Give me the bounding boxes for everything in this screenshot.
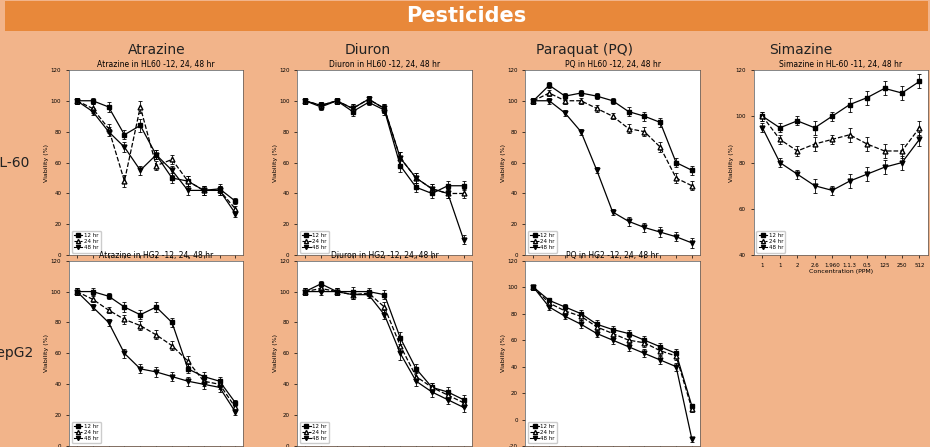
Y-axis label: Viability (%): Viability (%) [501,143,506,181]
Text: HL-60: HL-60 [0,156,30,169]
Text: Pesticides: Pesticides [406,6,526,26]
Y-axis label: Viability (%): Viability (%) [45,143,49,181]
Legend: 12 hr, 24 hr, 48 hr: 12 hr, 24 hr, 48 hr [72,422,100,443]
Text: Diuron: Diuron [344,43,391,58]
Legend: 12 hr, 24 hr, 48 hr: 12 hr, 24 hr, 48 hr [300,231,329,253]
Y-axis label: Viability (%): Viability (%) [45,334,49,372]
Legend: 12 hr, 24 hr, 48 hr: 12 hr, 24 hr, 48 hr [528,231,557,253]
Text: Atrazine: Atrazine [128,43,186,58]
X-axis label: Concentration (PPM): Concentration (PPM) [580,270,644,274]
Y-axis label: Viability (%): Viability (%) [272,143,278,181]
Y-axis label: Viability (%): Viability (%) [501,334,506,372]
Text: HepG2: HepG2 [0,346,33,360]
Title: Atrazine in HL60 -12, 24, 48 hr: Atrazine in HL60 -12, 24, 48 hr [98,60,215,69]
X-axis label: Concentration (PPM): Concentration (PPM) [352,270,417,274]
X-axis label: Concentration (PPM): Concentration (PPM) [124,270,188,274]
Title: Diuron in HG2 -12, 24, 48 hr: Diuron in HG2 -12, 24, 48 hr [330,251,438,260]
Title: PQ in HG2 -12, 24, 48 hr: PQ in HG2 -12, 24, 48 hr [566,251,659,260]
X-axis label: Concentration (PPM): Concentration (PPM) [809,270,873,274]
Text: Simazine: Simazine [769,43,832,58]
Legend: 12 hr, 24 hr, 48 hr: 12 hr, 24 hr, 48 hr [300,422,329,443]
Y-axis label: Viability (%): Viability (%) [729,143,734,181]
Title: Atrazine in HG2 -12, 24, 48 hr: Atrazine in HG2 -12, 24, 48 hr [99,251,213,260]
Title: PQ in HL60 -12, 24, 48 hr: PQ in HL60 -12, 24, 48 hr [565,60,660,69]
Text: Paraquat (PQ): Paraquat (PQ) [536,43,633,58]
Y-axis label: Viability (%): Viability (%) [272,334,278,372]
Title: Simazine in HL-60 -11, 24, 48 hr: Simazine in HL-60 -11, 24, 48 hr [779,60,902,69]
Legend: 12 hr, 24 hr, 48 hr: 12 hr, 24 hr, 48 hr [756,231,786,253]
Title: Diuron in HL60 -12, 24, 48 hr: Diuron in HL60 -12, 24, 48 hr [329,60,440,69]
Legend: 12 hr, 24 hr, 48 hr: 12 hr, 24 hr, 48 hr [72,231,100,253]
Legend: 12 hr, 24 hr, 48 hr: 12 hr, 24 hr, 48 hr [528,422,557,443]
